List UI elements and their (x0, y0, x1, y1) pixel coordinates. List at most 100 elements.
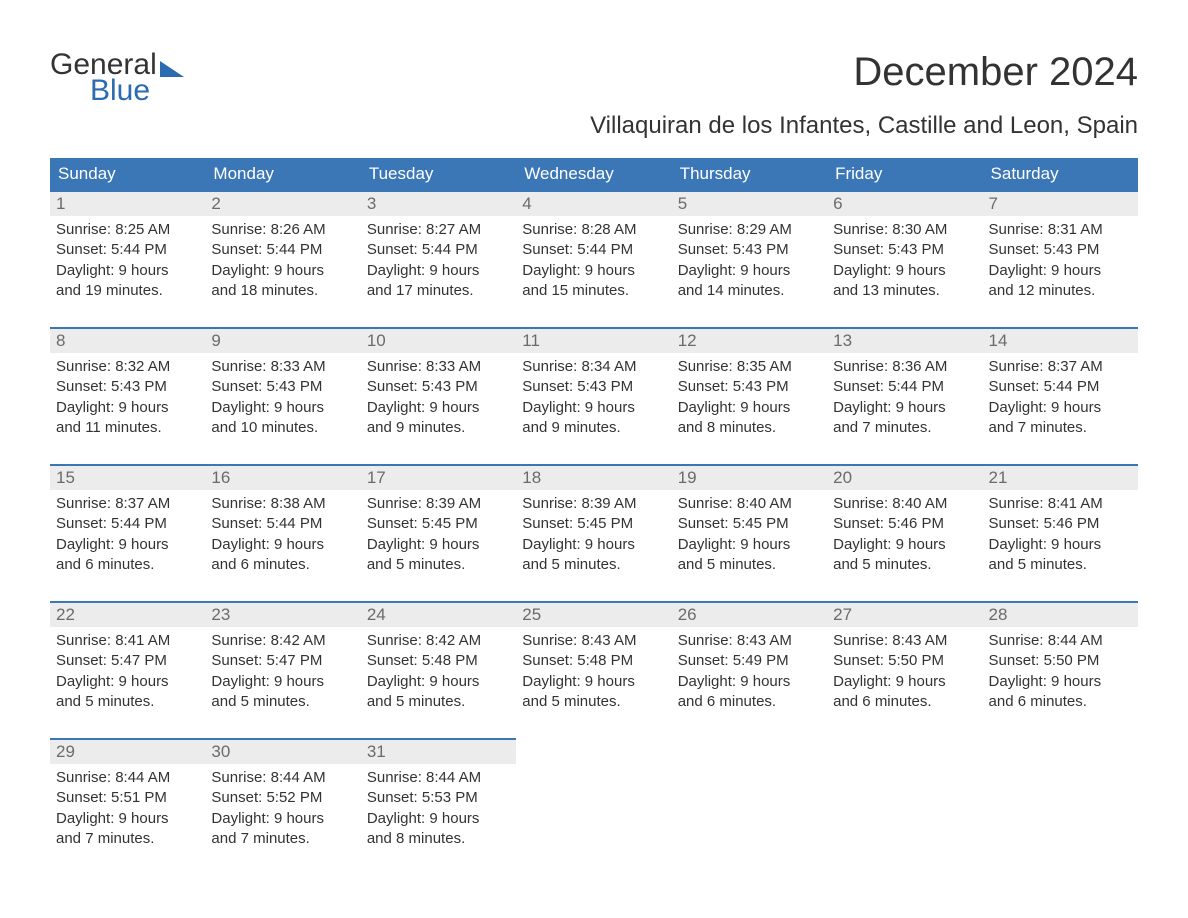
day-number: 27 (827, 601, 982, 627)
sunset-text: Sunset: 5:46 PM (833, 514, 976, 534)
day-details: Sunrise: 8:25 AMSunset: 5:44 PMDaylight:… (50, 216, 205, 305)
daylight-text: and 5 minutes. (833, 555, 976, 575)
daylight-text: Daylight: 9 hours (833, 672, 976, 692)
daylight-text: Daylight: 9 hours (678, 398, 821, 418)
calendar-day: 6Sunrise: 8:30 AMSunset: 5:43 PMDaylight… (827, 190, 982, 305)
daylight-text: Daylight: 9 hours (989, 261, 1132, 281)
daylight-text: Daylight: 9 hours (367, 809, 510, 829)
calendar-day: 5Sunrise: 8:29 AMSunset: 5:43 PMDaylight… (672, 190, 827, 305)
header: General Blue December 2024 (50, 50, 1138, 106)
sunset-text: Sunset: 5:50 PM (989, 651, 1132, 671)
calendar-day: 21Sunrise: 8:41 AMSunset: 5:46 PMDayligh… (983, 464, 1138, 579)
daylight-text: and 6 minutes. (833, 692, 976, 712)
day-number: 9 (205, 327, 360, 353)
sunset-text: Sunset: 5:43 PM (678, 377, 821, 397)
day-number: 6 (827, 190, 982, 216)
calendar-day: 30Sunrise: 8:44 AMSunset: 5:52 PMDayligh… (205, 738, 360, 853)
day-number: 3 (361, 190, 516, 216)
calendar-day: 9Sunrise: 8:33 AMSunset: 5:43 PMDaylight… (205, 327, 360, 442)
daylight-text: Daylight: 9 hours (989, 535, 1132, 555)
weekday-header: Friday (827, 158, 982, 190)
sunrise-text: Sunrise: 8:31 AM (989, 220, 1132, 240)
day-number: 31 (361, 738, 516, 764)
day-details: Sunrise: 8:41 AMSunset: 5:46 PMDaylight:… (983, 490, 1138, 579)
sunrise-text: Sunrise: 8:28 AM (522, 220, 665, 240)
daylight-text: Daylight: 9 hours (522, 398, 665, 418)
sunset-text: Sunset: 5:53 PM (367, 788, 510, 808)
sunset-text: Sunset: 5:50 PM (833, 651, 976, 671)
page-title: December 2024 (853, 50, 1138, 95)
calendar-day: 24Sunrise: 8:42 AMSunset: 5:48 PMDayligh… (361, 601, 516, 716)
calendar-day (827, 738, 982, 853)
sunrise-text: Sunrise: 8:40 AM (678, 494, 821, 514)
daylight-text: Daylight: 9 hours (678, 535, 821, 555)
sunrise-text: Sunrise: 8:44 AM (989, 631, 1132, 651)
daylight-text: and 6 minutes. (989, 692, 1132, 712)
weekday-header: Tuesday (361, 158, 516, 190)
day-number: 22 (50, 601, 205, 627)
sunset-text: Sunset: 5:44 PM (56, 240, 199, 260)
daylight-text: and 7 minutes. (833, 418, 976, 438)
daylight-text: Daylight: 9 hours (211, 809, 354, 829)
calendar-day: 23Sunrise: 8:42 AMSunset: 5:47 PMDayligh… (205, 601, 360, 716)
day-number: 4 (516, 190, 671, 216)
day-number: 23 (205, 601, 360, 627)
day-details: Sunrise: 8:39 AMSunset: 5:45 PMDaylight:… (361, 490, 516, 579)
sunrise-text: Sunrise: 8:39 AM (522, 494, 665, 514)
calendar-day (672, 738, 827, 853)
sunrise-text: Sunrise: 8:25 AM (56, 220, 199, 240)
day-details: Sunrise: 8:31 AMSunset: 5:43 PMDaylight:… (983, 216, 1138, 305)
day-number: 8 (50, 327, 205, 353)
sunset-text: Sunset: 5:44 PM (367, 240, 510, 260)
calendar-day: 31Sunrise: 8:44 AMSunset: 5:53 PMDayligh… (361, 738, 516, 853)
calendar-day (516, 738, 671, 853)
calendar-day: 7Sunrise: 8:31 AMSunset: 5:43 PMDaylight… (983, 190, 1138, 305)
daylight-text: Daylight: 9 hours (56, 672, 199, 692)
day-details: Sunrise: 8:43 AMSunset: 5:48 PMDaylight:… (516, 627, 671, 716)
daylight-text: Daylight: 9 hours (56, 398, 199, 418)
daylight-text: and 9 minutes. (522, 418, 665, 438)
daylight-text: Daylight: 9 hours (522, 261, 665, 281)
calendar-day: 17Sunrise: 8:39 AMSunset: 5:45 PMDayligh… (361, 464, 516, 579)
daylight-text: Daylight: 9 hours (211, 398, 354, 418)
weekday-header: Monday (205, 158, 360, 190)
daylight-text: and 15 minutes. (522, 281, 665, 301)
sunset-text: Sunset: 5:45 PM (367, 514, 510, 534)
day-details: Sunrise: 8:44 AMSunset: 5:52 PMDaylight:… (205, 764, 360, 853)
sunrise-text: Sunrise: 8:43 AM (678, 631, 821, 651)
day-number: 10 (361, 327, 516, 353)
sunset-text: Sunset: 5:43 PM (989, 240, 1132, 260)
sunrise-text: Sunrise: 8:34 AM (522, 357, 665, 377)
day-number: 20 (827, 464, 982, 490)
sunset-text: Sunset: 5:45 PM (678, 514, 821, 534)
sunrise-text: Sunrise: 8:39 AM (367, 494, 510, 514)
calendar-day: 26Sunrise: 8:43 AMSunset: 5:49 PMDayligh… (672, 601, 827, 716)
sunrise-text: Sunrise: 8:37 AM (989, 357, 1132, 377)
brand-part2: Blue (90, 76, 150, 106)
calendar-day: 13Sunrise: 8:36 AMSunset: 5:44 PMDayligh… (827, 327, 982, 442)
daylight-text: and 10 minutes. (211, 418, 354, 438)
flag-icon (160, 61, 184, 77)
sunrise-text: Sunrise: 8:35 AM (678, 357, 821, 377)
sunset-text: Sunset: 5:44 PM (56, 514, 199, 534)
day-details: Sunrise: 8:41 AMSunset: 5:47 PMDaylight:… (50, 627, 205, 716)
daylight-text: Daylight: 9 hours (522, 672, 665, 692)
sunset-text: Sunset: 5:45 PM (522, 514, 665, 534)
day-number: 12 (672, 327, 827, 353)
calendar-week: 29Sunrise: 8:44 AMSunset: 5:51 PMDayligh… (50, 738, 1138, 853)
day-details: Sunrise: 8:43 AMSunset: 5:50 PMDaylight:… (827, 627, 982, 716)
location-subtitle: Villaquiran de los Infantes, Castille an… (50, 112, 1138, 140)
day-details (516, 764, 671, 834)
day-number: 29 (50, 738, 205, 764)
daylight-text: Daylight: 9 hours (833, 535, 976, 555)
calendar-week: 1Sunrise: 8:25 AMSunset: 5:44 PMDaylight… (50, 190, 1138, 305)
daylight-text: and 8 minutes. (678, 418, 821, 438)
day-number: 14 (983, 327, 1138, 353)
day-number: 24 (361, 601, 516, 627)
calendar-day: 20Sunrise: 8:40 AMSunset: 5:46 PMDayligh… (827, 464, 982, 579)
daylight-text: Daylight: 9 hours (56, 261, 199, 281)
day-details: Sunrise: 8:29 AMSunset: 5:43 PMDaylight:… (672, 216, 827, 305)
sunrise-text: Sunrise: 8:33 AM (367, 357, 510, 377)
sunset-text: Sunset: 5:43 PM (56, 377, 199, 397)
daylight-text: and 5 minutes. (989, 555, 1132, 575)
